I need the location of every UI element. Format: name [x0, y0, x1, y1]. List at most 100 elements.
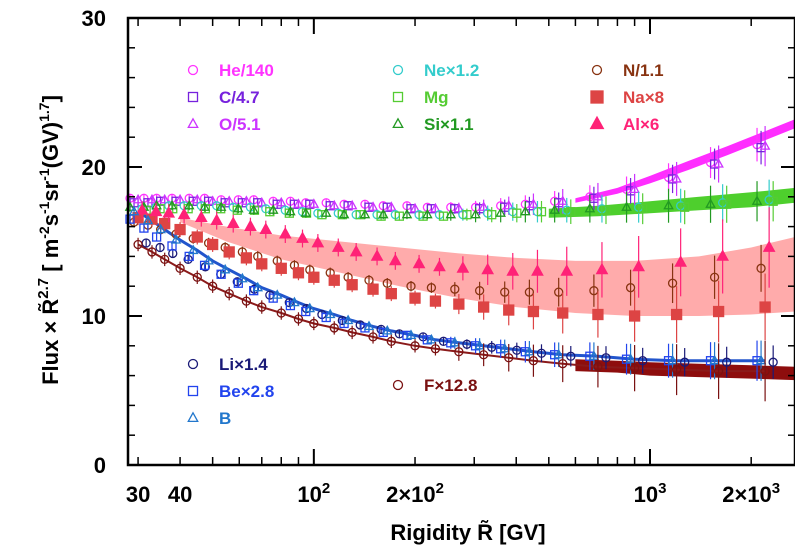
- data-point: [638, 204, 648, 214]
- data-point: [300, 207, 312, 217]
- legend-label: Al×6: [623, 115, 659, 134]
- y-axis-units-exp-1: -2: [36, 226, 52, 239]
- data-point: [589, 286, 599, 296]
- data-point: [592, 190, 604, 201]
- data-point: [192, 272, 202, 282]
- data-point: [367, 283, 379, 295]
- data-point: [713, 158, 724, 168]
- data-point: [289, 296, 300, 307]
- data-point: [249, 284, 260, 294]
- data-point: [438, 336, 449, 346]
- data-point: [531, 264, 544, 276]
- data-point: [670, 308, 683, 321]
- data-point: [601, 353, 611, 363]
- legend-item-f-12-8: F×12.8: [392, 376, 477, 395]
- data-points: [124, 126, 778, 402]
- legend: He/140 C/4.7 O/5.1 Ne×1.2 Mg Si×1.1 N/1.1 Na×8 A…: [187, 61, 664, 428]
- legend-label: Ne×1.2: [424, 61, 479, 80]
- legend-label: Si×1.1: [424, 115, 474, 134]
- data-point: [674, 255, 687, 267]
- data-point: [478, 350, 489, 360]
- data-point: [524, 345, 535, 356]
- x-tick-label: 2×102: [386, 480, 444, 507]
- data-point: [588, 350, 600, 360]
- legend-item-al-6: Al×6: [589, 115, 659, 134]
- data-point: [191, 231, 203, 243]
- data-point: [759, 301, 771, 313]
- data-point: [512, 208, 522, 218]
- y-axis-units-exp-4: 1.7: [36, 102, 52, 122]
- y-axis-title-units: [ m: [38, 239, 63, 272]
- legend-label: N/1.1: [623, 61, 664, 80]
- data-point: [142, 214, 154, 225]
- data-point: [405, 329, 417, 340]
- axis-ticks: 0 10 20 30 30 40 102 2×102 103 2×103: [82, 6, 795, 507]
- data-point: [553, 348, 564, 359]
- data-point: [183, 199, 195, 210]
- data-point: [240, 252, 253, 264]
- data-point: [456, 261, 470, 273]
- data-point: [429, 295, 442, 307]
- data-point: [422, 208, 433, 219]
- data-point: [237, 272, 248, 283]
- data-point: [265, 207, 275, 217]
- y-tick-label: 30: [82, 6, 106, 31]
- legend-label: Mg: [424, 88, 449, 107]
- data-point: [528, 356, 539, 366]
- data-point: [520, 205, 531, 216]
- data-point: [338, 208, 350, 219]
- data-point: [430, 202, 441, 213]
- data-point: [259, 222, 273, 234]
- data-point: [751, 195, 763, 205]
- data-point: [203, 254, 214, 265]
- data-point: [244, 219, 257, 232]
- data-point: [149, 204, 163, 217]
- data-point: [536, 207, 547, 217]
- legend-item-he-140: He/140: [187, 61, 274, 80]
- data-point: [301, 303, 312, 314]
- data-point: [470, 208, 481, 219]
- data-point: [667, 278, 678, 288]
- data-point: [159, 193, 170, 204]
- data-point: [177, 207, 191, 220]
- data-point: [487, 210, 497, 220]
- data-point: [762, 240, 776, 252]
- series-al-6: [135, 201, 776, 298]
- data-point: [487, 342, 497, 352]
- data-point: [584, 202, 596, 213]
- data-point: [293, 198, 304, 208]
- data-point: [716, 249, 729, 261]
- data-point: [474, 339, 485, 350]
- legend-item-o-5-1: O/5.1: [187, 115, 261, 134]
- data-point: [462, 339, 472, 349]
- data-point: [207, 281, 218, 291]
- legend-item-n-1-1: N/1.1: [591, 61, 664, 80]
- data-point: [495, 207, 506, 217]
- data-point: [759, 140, 771, 150]
- data-point: [215, 201, 227, 211]
- data-point: [210, 213, 224, 226]
- data-point: [768, 357, 778, 367]
- data-point: [667, 354, 678, 365]
- data-point: [454, 347, 464, 357]
- data-point: [406, 281, 416, 291]
- y-axis-units-gv: (GV): [38, 122, 63, 168]
- data-point: [159, 217, 171, 230]
- y-axis-units-close: ]: [38, 95, 63, 102]
- data-point: [671, 172, 682, 183]
- data-point: [388, 253, 402, 266]
- legend-marker: [187, 117, 199, 129]
- data-point: [554, 287, 564, 297]
- data-point: [409, 292, 421, 304]
- series-f-12-8: [133, 237, 770, 402]
- data-point: [337, 315, 347, 326]
- data-point: [709, 354, 720, 365]
- y-axis-title-main: Flux × R̃: [38, 299, 63, 385]
- data-point: [309, 318, 319, 329]
- x-tick-label: 103: [634, 480, 667, 507]
- data-point: [331, 240, 345, 252]
- plot-frame: [126, 16, 795, 467]
- data-point: [308, 198, 320, 208]
- data-point: [453, 298, 465, 310]
- data-point: [160, 254, 170, 265]
